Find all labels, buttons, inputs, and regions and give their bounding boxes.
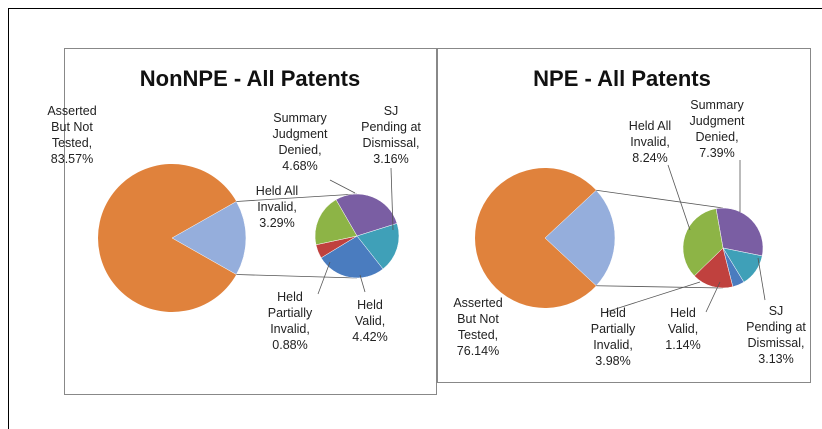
slice-label: Held Partially Invalid, — [590, 306, 636, 352]
slice-value: 7.39% — [699, 146, 735, 160]
chart-title: NonNPE - All Patents — [140, 66, 360, 91]
leader-line — [667, 164, 691, 231]
slice-label: SJ Pending at Dismissal, — [746, 304, 806, 350]
chart-box — [437, 48, 811, 383]
leader-line — [757, 257, 766, 301]
pie-slice-other — [171, 201, 247, 275]
pie-slice — [682, 208, 724, 277]
slice-label: Asserted But Not Tested, — [47, 104, 97, 150]
pie-slice — [314, 199, 358, 246]
pie-slice — [715, 207, 764, 257]
pie-slice — [98, 164, 237, 312]
slice-label: Summary Judgment Denied, — [689, 98, 745, 144]
connector — [236, 193, 358, 202]
leader-line — [390, 167, 394, 231]
pie-slice — [320, 235, 384, 279]
slice-value: 3.29% — [259, 216, 295, 230]
slice-value: 8.24% — [632, 151, 668, 165]
pie-slice — [335, 193, 398, 237]
slice-value: 3.16% — [373, 152, 409, 166]
slice-label: SJ Pending at Dismissal, — [361, 104, 421, 150]
slice-value: 4.42% — [352, 330, 388, 344]
slice-label: Held Valid, — [667, 306, 699, 336]
leader-line — [359, 274, 366, 293]
slice-label: Held All Invalid, — [255, 184, 299, 214]
slice-value: 3.98% — [595, 354, 631, 368]
chart-title: NPE - All Patents — [533, 66, 711, 91]
slice-value: 3.13% — [758, 352, 794, 366]
slice-label: Summary Judgment Denied, — [272, 111, 328, 157]
slice-label: Held All Invalid, — [628, 119, 672, 149]
leader-line — [605, 281, 701, 313]
slice-value: 76.14% — [456, 344, 500, 358]
leader-line — [705, 281, 721, 313]
connector — [236, 274, 358, 279]
connector — [596, 189, 724, 209]
slice-label: Held Partially Invalid, — [267, 290, 313, 336]
slice-value: 83.57% — [50, 152, 94, 166]
chart-box — [64, 48, 437, 395]
slice-value: 1.14% — [665, 338, 701, 352]
leader-line — [329, 179, 356, 194]
slice-value: 4.68% — [282, 159, 318, 173]
slice-label: Asserted But Not Tested, — [453, 296, 503, 342]
pie-slice — [475, 168, 597, 308]
slice-value: 0.88% — [272, 338, 308, 352]
pie-slice — [356, 223, 400, 270]
connector — [596, 285, 724, 289]
pie-slice-other — [544, 189, 616, 287]
leader-line — [317, 261, 331, 295]
slice-label: Held Valid, — [354, 298, 386, 328]
